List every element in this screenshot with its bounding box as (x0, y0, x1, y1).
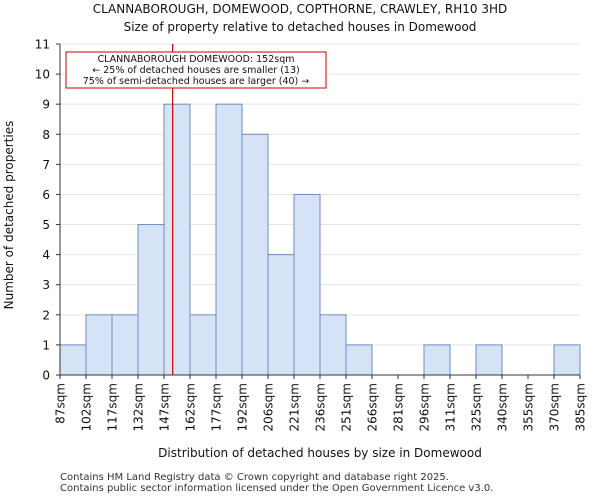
y-tick-label: 6 (42, 188, 50, 202)
chart-title: CLANNABOROUGH, DOMEWOOD, COPTHORNE, CRAW… (93, 2, 508, 16)
x-tick-label-132sqm: 132sqm (132, 383, 146, 431)
bar-221sqm (293, 193, 321, 376)
bar-132sqm (137, 224, 165, 376)
bar-87sqm (59, 344, 87, 376)
x-tick-label-221sqm: 221sqm (288, 383, 302, 431)
chart-subtitle: Size of property relative to detached ho… (124, 20, 477, 34)
x-tick-label-385sqm: 385sqm (574, 383, 588, 431)
y-tick-label: 9 (42, 98, 50, 112)
bar-251sqm (345, 344, 373, 376)
x-tick-label-266sqm: 266sqm (366, 383, 380, 431)
x-tick-label-162sqm: 162sqm (184, 383, 198, 431)
y-tick-label: 1 (42, 338, 50, 352)
bar-206sqm (267, 254, 295, 376)
x-tick-label-251sqm: 251sqm (340, 383, 354, 431)
bar-102sqm (85, 314, 113, 376)
x-tick-label-236sqm: 236sqm (314, 383, 328, 431)
y-tick-label: 2 (42, 308, 50, 322)
y-tick-label: 4 (42, 248, 50, 262)
x-tick-label-177sqm: 177sqm (210, 383, 224, 431)
x-tick-label-281sqm: 281sqm (392, 383, 406, 431)
y-tick-label: 5 (42, 218, 50, 232)
x-tick-label-87sqm: 87sqm (54, 383, 68, 424)
bars (59, 103, 581, 376)
bar-325sqm (475, 344, 503, 376)
y-tick-label: 11 (35, 38, 50, 52)
bar-117sqm (111, 314, 139, 376)
x-tick-label-206sqm: 206sqm (262, 383, 276, 431)
x-tick-label-370sqm: 370sqm (548, 383, 562, 431)
x-tick-label-325sqm: 325sqm (470, 383, 484, 431)
annotation-line-1: CLANNABOROUGH DOMEWOOD: 152sqm (98, 54, 295, 65)
annotation-box: CLANNABOROUGH DOMEWOOD: 152sqm ← 25% of … (65, 51, 327, 89)
y-tick-label: 3 (42, 278, 50, 292)
x-axis-label: Distribution of detached houses by size … (158, 446, 482, 460)
footer-line-2: Contains public sector information licen… (60, 483, 494, 494)
bar-147sqm (163, 103, 191, 376)
bar-192sqm (241, 133, 269, 376)
x-tick-label-117sqm: 117sqm (106, 383, 120, 431)
bar-162sqm (189, 314, 217, 376)
y-tick-label: 8 (42, 128, 50, 142)
bar-236sqm (319, 314, 347, 376)
x-tick-label-102sqm: 102sqm (80, 383, 94, 431)
x-tick-label-311sqm: 311sqm (444, 383, 458, 431)
y-tick-label: 10 (35, 68, 50, 82)
y-tick-label: 0 (42, 369, 50, 383)
x-tick-label-355sqm: 355sqm (522, 383, 536, 431)
x-tick-label-340sqm: 340sqm (496, 383, 510, 431)
y-tick-label: 7 (42, 158, 50, 172)
footer-line-1: Contains HM Land Registry data © Crown c… (60, 472, 449, 483)
x-tick-label-147sqm: 147sqm (158, 383, 172, 431)
annotation-line-3: 75% of semi-detached houses are larger (… (83, 76, 310, 87)
x-tick-label-296sqm: 296sqm (418, 383, 432, 431)
annotation-line-2: ← 25% of detached houses are smaller (13… (92, 65, 299, 76)
bar-296sqm (423, 344, 451, 376)
bar-177sqm (215, 103, 243, 376)
x-tick-label-192sqm: 192sqm (236, 383, 250, 431)
axes: 0 1 2 3 4 5 6 7 8 9 10 11 87sqm 102sqm 117sqm 132sqm 147… (35, 38, 588, 432)
bar-370sqm (553, 344, 581, 376)
y-axis-label: Number of detached properties (2, 121, 16, 310)
